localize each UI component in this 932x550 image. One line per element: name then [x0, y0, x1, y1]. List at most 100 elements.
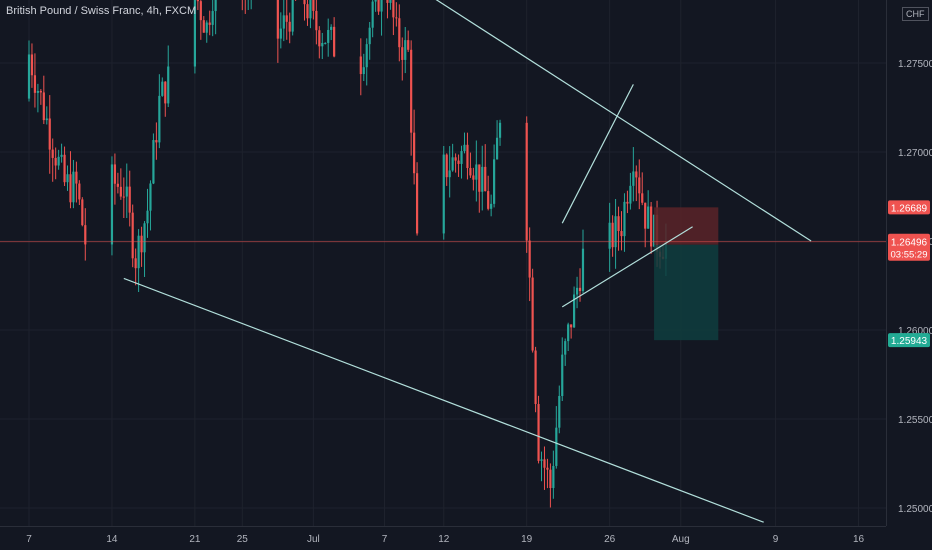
candle-body	[312, 0, 315, 11]
chart-title[interactable]: British Pound / Swiss Franc, 4h, FXCM	[6, 5, 197, 17]
current-price-label: 1.26496	[891, 238, 928, 249]
x-tick-label: 14	[106, 534, 118, 545]
candle-body	[122, 196, 125, 198]
candle-body	[324, 42, 327, 44]
candle	[484, 144, 487, 192]
candle	[490, 194, 493, 217]
trendlines	[123, 0, 812, 523]
candle	[110, 156, 114, 256]
candle	[211, 0, 214, 37]
candle	[534, 346, 537, 413]
candle	[128, 170, 131, 227]
candle-body	[69, 174, 72, 203]
candle	[386, 0, 389, 19]
candle-body	[128, 186, 131, 213]
candle-body	[81, 199, 84, 226]
take-profit-zone	[654, 244, 719, 341]
candle-body	[333, 26, 336, 57]
currency-button[interactable]: CHF	[902, 7, 929, 21]
candle-body	[463, 144, 466, 152]
candle	[276, 0, 279, 63]
candle	[330, 24, 333, 41]
candle-body	[478, 164, 481, 192]
candle-body	[359, 56, 362, 75]
x-tick-label: 21	[189, 534, 201, 545]
y-tick-label: 1.26000	[898, 326, 932, 337]
candle-body	[291, 0, 294, 32]
candle	[368, 21, 371, 60]
candle-body	[113, 164, 117, 184]
candle-body	[54, 157, 57, 166]
candle-body	[578, 287, 582, 292]
candle	[395, 2, 398, 27]
candle	[140, 226, 143, 267]
candle	[564, 338, 567, 366]
y-tick-label: 1.27500	[898, 59, 932, 70]
candle	[315, 0, 318, 45]
candle	[552, 450, 555, 499]
candle	[116, 172, 119, 194]
candle-body	[534, 350, 537, 405]
candle	[75, 161, 78, 203]
candle-body	[407, 40, 410, 50]
candle-body	[650, 206, 653, 247]
y-tick-label: 1.25500	[898, 415, 932, 426]
candle	[442, 146, 445, 240]
candle	[193, 0, 196, 74]
x-tick-label: 7	[26, 534, 32, 545]
candle	[561, 337, 564, 402]
candle-body	[525, 122, 528, 241]
candle-body	[410, 49, 413, 133]
candle	[359, 38, 362, 96]
candle	[291, 0, 294, 36]
candle	[460, 145, 463, 179]
candle	[27, 40, 31, 102]
candle-body	[537, 404, 540, 461]
candle-body	[386, 0, 389, 3]
candle-body	[146, 210, 149, 224]
candle	[149, 180, 152, 231]
target-price-label: 1.25943	[891, 336, 928, 347]
candle	[365, 38, 368, 86]
candle-body	[321, 42, 324, 47]
candle	[466, 132, 469, 180]
candle-body	[309, 0, 312, 19]
candle-body	[395, 17, 398, 19]
candle-body	[581, 248, 585, 292]
candle-body	[472, 175, 475, 180]
x-tick-label: 26	[604, 534, 616, 545]
candle	[540, 451, 543, 482]
x-tick-label: 19	[521, 534, 533, 545]
candle	[60, 143, 63, 163]
candle	[498, 119, 502, 146]
candle	[469, 152, 472, 178]
candle-body	[561, 354, 564, 397]
candle	[549, 463, 552, 508]
candle	[158, 74, 161, 149]
candle-body	[66, 174, 69, 183]
candle	[415, 162, 419, 236]
candle	[401, 37, 404, 81]
candle-body	[442, 154, 445, 234]
candle	[45, 106, 48, 125]
stop-price-label-bg	[888, 200, 930, 215]
candle-body	[155, 140, 158, 143]
candle	[472, 167, 475, 191]
candle-body	[401, 47, 404, 60]
candle-body	[546, 467, 549, 470]
candle	[493, 144, 496, 208]
candle	[632, 147, 635, 202]
candle-body	[303, 0, 306, 5]
candle	[448, 146, 451, 198]
candle-body	[404, 40, 407, 60]
x-tick-label: Jul	[307, 534, 320, 545]
y-tick-label: 1.25000	[898, 504, 932, 515]
candle-body	[552, 465, 555, 489]
candle-body	[623, 201, 626, 237]
candle	[647, 190, 650, 229]
candle-body	[620, 231, 623, 237]
candle	[573, 286, 576, 329]
candle-body	[466, 144, 469, 169]
